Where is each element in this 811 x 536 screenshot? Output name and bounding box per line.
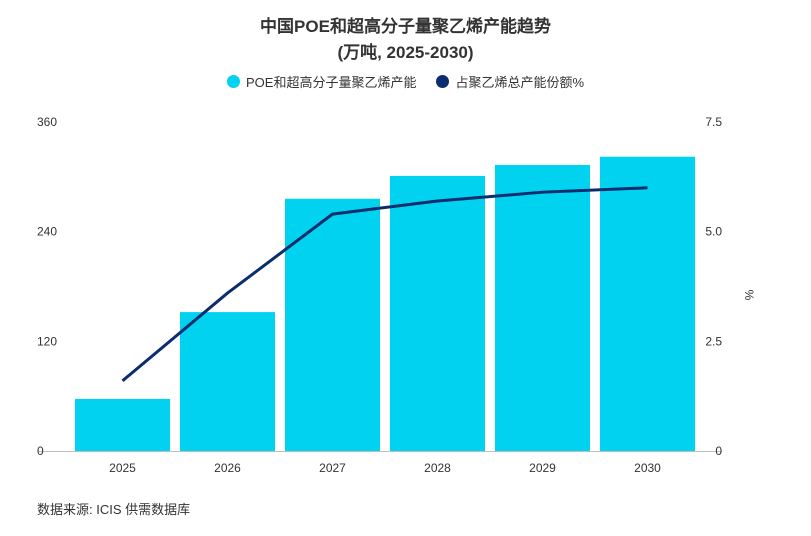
y-right-tick-label: 2.5 — [705, 334, 722, 348]
bar-2026 — [179, 312, 276, 451]
y-right-tick-label: 0 — [715, 444, 722, 458]
y-left-tick-label: 240 — [37, 225, 57, 239]
x-tick-label: 2026 — [214, 461, 241, 475]
legend-marker-share — [436, 75, 450, 88]
source-note: 数据来源: ICIS 供需数据库 — [37, 502, 191, 517]
x-tick-label: 2029 — [529, 461, 556, 475]
y-left-tick-label: 120 — [37, 334, 57, 348]
legend-marker-capacity — [226, 75, 240, 88]
y-left-tick-label: 0 — [37, 444, 44, 458]
y-left-tick-label: 360 — [37, 115, 57, 129]
x-tick-label: 2027 — [319, 461, 346, 475]
chart-subtitle: (万吨, 2025-2030) — [337, 43, 474, 62]
bar-2028 — [389, 175, 486, 452]
bar-2029 — [494, 164, 591, 452]
share-line — [121, 186, 648, 382]
bar-2030 — [599, 156, 696, 451]
legend-item-capacity[interactable]: POE和超高分子量聚乙烯产能 — [226, 72, 417, 91]
x-tick-label: 2028 — [424, 461, 451, 475]
y-right-tick-label: 7.5 — [705, 115, 722, 129]
x-tick-label: 2025 — [109, 461, 136, 475]
legend-item-share[interactable]: 占聚乙烯总产能份额% — [436, 72, 584, 91]
x-tick-label: 2030 — [634, 461, 661, 475]
legend-label-capacity: POE和超高分子量聚乙烯产能 — [245, 75, 417, 90]
legend-label-share: 占聚乙烯总产能份额% — [455, 75, 585, 90]
y-right-axis-label: % — [742, 290, 756, 301]
chart-title: 中国POE和超高分子量聚乙烯产能趋势 — [260, 17, 551, 36]
bar-2025 — [74, 398, 171, 451]
bar-2027 — [284, 198, 381, 451]
chart-legend: POE和超高分子量聚乙烯产能 占聚乙烯总产能份额% — [0, 72, 811, 91]
y-right-tick-label: 5.0 — [705, 225, 722, 239]
